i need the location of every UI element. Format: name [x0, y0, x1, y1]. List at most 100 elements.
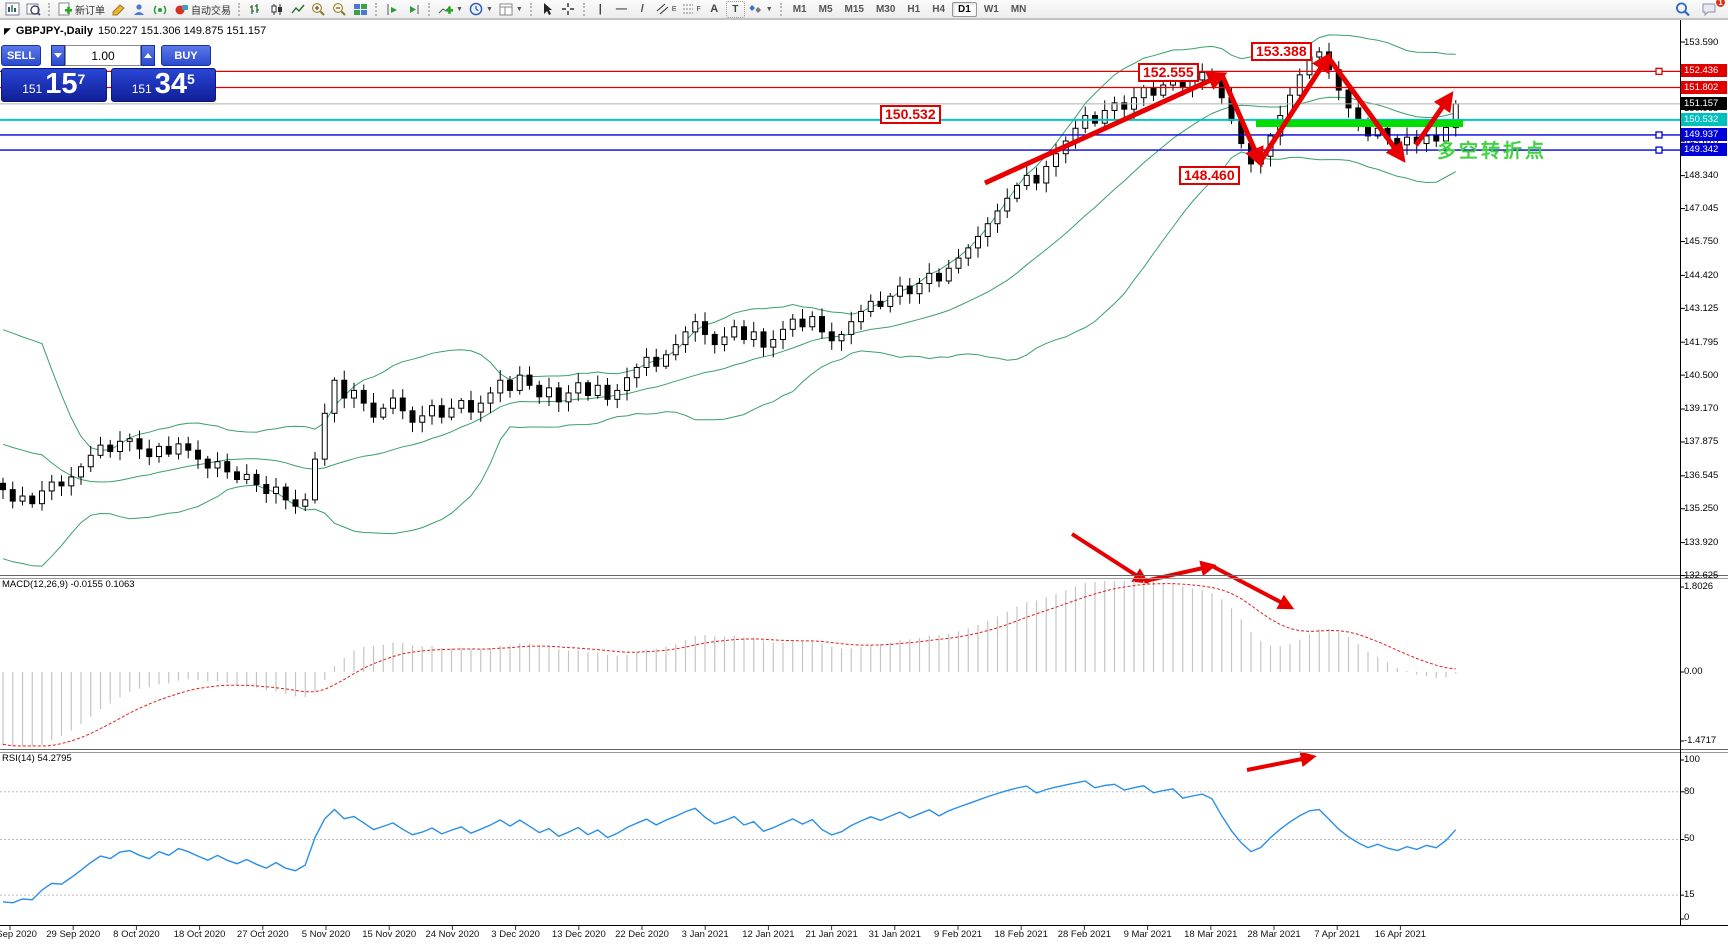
sell-price-pips: 15 — [45, 68, 78, 100]
annotation-price-box[interactable]: 152.555 — [1138, 63, 1199, 82]
price-tick-label: 148.340 — [1684, 170, 1719, 182]
tab-timeframe-mn[interactable]: MN — [1010, 3, 1027, 15]
auto-scroll-icon[interactable] — [404, 1, 423, 18]
price-tick-label: 140.500 — [1684, 369, 1719, 381]
price-tick-label: 149.670 — [1684, 136, 1719, 148]
macd-arrow — [1070, 532, 1150, 584]
tab-timeframe-m1[interactable]: M1 — [792, 3, 807, 15]
indicators-button[interactable]: ▼ — [436, 1, 465, 18]
date-label: 28 Feb 2021 — [1057, 929, 1112, 940]
ohlc-values: 150.227 151.306 149.875 151.157 — [97, 25, 267, 37]
line-chart-type-icon[interactable] — [288, 1, 307, 18]
price-line-label: 152.436 — [1681, 64, 1727, 78]
horizontal-line-tool[interactable]: — — [615, 3, 627, 15]
annotation-price-box[interactable]: 150.532 — [880, 105, 941, 124]
sell-button[interactable]: SELL — [1, 45, 41, 66]
date-label: 8 Oct 2020 — [113, 929, 160, 940]
chevron-down-icon: ▼ — [765, 5, 773, 13]
buy-price-panel[interactable]: 151 34 5 — [110, 68, 216, 102]
annotation-text-label[interactable]: 多空转折点 — [1437, 141, 1548, 162]
autotrade-button[interactable]: 自动交易 — [172, 1, 233, 18]
sell-price-panel[interactable]: 151 15 7 — [1, 68, 107, 102]
chart-window-icon[interactable] — [3, 1, 22, 18]
main-toolbar: 新订单 自动交易 ▼ ▼ ▼ | — / E F A T ▼ M1 M5 M15… — [0, 0, 1728, 19]
volume-input[interactable]: 1.00 — [65, 45, 141, 66]
rsi-axis-0: 0 — [1684, 912, 1690, 923]
date-label: 24 Nov 2020 — [425, 929, 480, 940]
tab-timeframe-d1[interactable]: D1 — [952, 1, 977, 17]
trend-arrow — [1413, 91, 1454, 147]
toolbar-grip — [779, 2, 783, 16]
chart-title: ◤ GBPJPY-,Daily 150.227 151.306 149.875 … — [4, 25, 266, 37]
date-label: 3 Dec 2020 — [491, 929, 540, 940]
toolbar-grip — [48, 2, 51, 16]
tab-timeframe-m30[interactable]: M30 — [875, 3, 896, 15]
chart-shift-icon[interactable] — [383, 1, 402, 18]
price-scale[interactable]: 153.590152.295150.965149.670148.340147.0… — [1680, 19, 1728, 925]
channel-tool[interactable]: E — [654, 1, 679, 18]
price-tick-label: 137.875 — [1684, 436, 1719, 448]
candle-chart-type-icon[interactable] — [267, 1, 286, 18]
text-label-tool[interactable]: T — [725, 0, 745, 18]
vertical-line-tool[interactable]: | — [598, 3, 602, 15]
rsi-axis-50: 50 — [1684, 833, 1695, 844]
tile-windows-icon[interactable] — [351, 1, 370, 18]
date-label: 3 Jan 2021 — [681, 929, 729, 940]
zoom-out-icon[interactable] — [330, 1, 349, 18]
zoom-window-icon[interactable] — [24, 1, 43, 18]
date-label: 31 Jan 2021 — [868, 929, 921, 940]
rsi-axis-100: 100 — [1684, 754, 1700, 765]
fibonacci-tool[interactable]: F — [680, 1, 702, 18]
metaeditor-icon[interactable] — [109, 1, 128, 18]
date-label: 7 Apr 2021 — [1314, 929, 1361, 940]
trend-arrow — [983, 71, 1228, 186]
date-label: 28 Mar 2021 — [1247, 929, 1301, 940]
price-tick-label: 147.045 — [1684, 203, 1719, 215]
notifications-icon[interactable]: 1 — [1699, 0, 1726, 18]
volume-increase-button[interactable] — [141, 45, 155, 66]
zoom-in-icon[interactable] — [309, 1, 328, 18]
search-icon[interactable] — [1673, 1, 1693, 18]
market-icon[interactable] — [130, 1, 149, 18]
signals-icon[interactable] — [151, 1, 170, 18]
buy-button[interactable]: BUY — [161, 45, 211, 66]
toolbar-grip — [428, 2, 431, 16]
date-label: 27 Oct 2020 — [236, 929, 289, 940]
price-tick-label: 136.545 — [1684, 470, 1719, 482]
date-label: 9 Mar 2021 — [1123, 929, 1172, 940]
toolbar-grip — [238, 2, 241, 16]
periods-button[interactable]: ▼ — [467, 1, 495, 18]
macd-indicator-label: MACD(12,26,9) -0.0155 0.1063 — [2, 579, 135, 590]
date-label: 20 Sep 2020 — [0, 929, 37, 940]
tab-timeframe-w1[interactable]: W1 — [983, 3, 999, 15]
date-label: 12 Jan 2021 — [742, 929, 795, 940]
annotation-price-box[interactable]: 148.460 — [1179, 166, 1240, 185]
price-tick-label: 139.170 — [1684, 403, 1719, 415]
tab-timeframe-m15[interactable]: M15 — [844, 3, 864, 15]
arrows-tool[interactable]: ▼ — [747, 1, 775, 18]
new-order-button[interactable]: 新订单 — [56, 1, 107, 18]
volume-decrease-button[interactable] — [51, 45, 65, 66]
time-scale[interactable]: 20 Sep 2020 29 Sep 2020 8 Oct 2020 18 Oct 2… — [0, 928, 1680, 944]
chevron-down-icon: ▼ — [456, 5, 463, 13]
tab-timeframe-m5[interactable]: M5 — [818, 3, 833, 15]
cursor-tool[interactable] — [538, 1, 557, 18]
bar-chart-type-icon[interactable] — [246, 1, 265, 18]
channel-e-glyph: E — [671, 5, 677, 13]
chevron-down-icon: ▼ — [485, 5, 493, 13]
sell-price-figure: 151 — [22, 82, 43, 96]
tab-timeframe-h1[interactable]: H1 — [907, 3, 921, 15]
tab-timeframe-h4[interactable]: H4 — [932, 3, 946, 15]
crosshair-tool[interactable] — [559, 1, 578, 18]
price-line-label: 150.532 — [1681, 112, 1727, 126]
support-bar — [1256, 120, 1463, 127]
price-line-label: 151.157 — [1681, 96, 1727, 110]
text-tool[interactable]: A — [710, 3, 719, 15]
price-tick-label: 132.625 — [1684, 570, 1719, 582]
templates-button[interactable]: ▼ — [497, 1, 525, 18]
annotation-price-box[interactable]: 153.388 — [1251, 42, 1312, 61]
buy-price-figure: 151 — [131, 82, 152, 96]
trendline-tool[interactable]: / — [640, 3, 644, 15]
price-tick-label: 153.590 — [1684, 36, 1719, 48]
